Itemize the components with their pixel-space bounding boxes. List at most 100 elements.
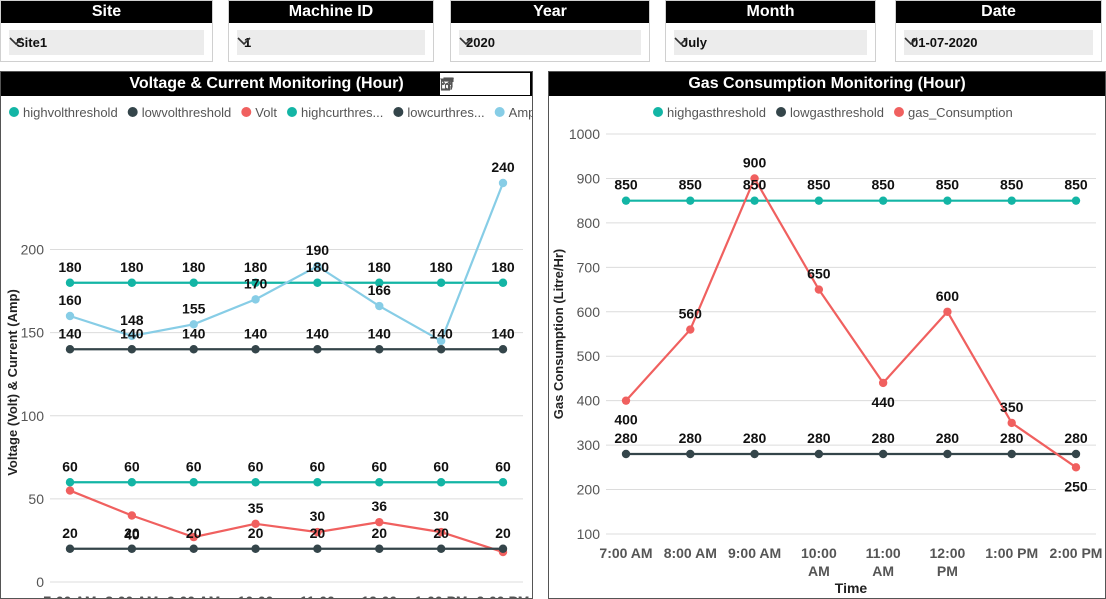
data-point [65, 478, 75, 487]
data-label: 180 [429, 259, 453, 275]
slicer-title: Year [451, 1, 649, 23]
slicer-value: 1 [244, 35, 252, 50]
slicer-site: Site Site1 [0, 0, 213, 62]
data-label: 850 [614, 177, 638, 193]
expand-icon[interactable] [440, 77, 503, 91]
data-label: 160 [58, 292, 82, 308]
y-tick-label: 500 [577, 348, 601, 364]
series-line [69, 182, 505, 343]
data-label: 140 [58, 325, 82, 341]
data-label: 240 [491, 159, 515, 175]
data-point [498, 278, 508, 287]
data-point [1071, 196, 1081, 205]
data-point [943, 196, 952, 205]
gas-consumption-chart: highgasthreshold lowgasthreshold gas_Consu… [551, 105, 1103, 596]
legend-label: gas_Consumption [908, 105, 1013, 120]
data-label: 20 [248, 525, 264, 541]
y-axis-title: Gas Consumption (Litre/Hr) [551, 249, 566, 419]
data-point [251, 295, 260, 304]
legend-label: highgasthreshold [667, 105, 766, 120]
x-tick-label: 1:00 PM [985, 545, 1038, 561]
data-label: 140 [368, 325, 392, 341]
data-label: 20 [495, 525, 511, 541]
data-label: 170 [244, 275, 268, 291]
chevron-down-icon [237, 37, 251, 46]
legend-marker [494, 107, 505, 117]
y-tick-label: 700 [577, 259, 601, 275]
date-dropdown[interactable]: 01-07-2020 [904, 30, 1093, 55]
data-point [375, 278, 384, 287]
machine-id-dropdown[interactable]: 1 [237, 30, 425, 55]
chart-title: Gas Consumption Monitoring (Hour) [549, 72, 1105, 96]
legend-marker [776, 107, 787, 117]
data-point [189, 320, 198, 329]
data-label: 900 [743, 154, 767, 170]
x-tick-label: 2:00 PM [477, 593, 530, 598]
data-label: 60 [310, 458, 326, 474]
data-point [621, 449, 631, 459]
site-dropdown[interactable]: Site1 [9, 30, 204, 55]
data-label: 140 [182, 325, 206, 341]
chevron-down-icon [904, 37, 918, 46]
data-point [251, 278, 260, 287]
data-label: 180 [244, 259, 268, 275]
data-label: 180 [58, 259, 82, 275]
more-options-icon[interactable] [441, 77, 526, 91]
y-tick-label: 100 [21, 408, 45, 424]
data-point [814, 449, 824, 459]
legend-marker [9, 107, 19, 117]
year-dropdown[interactable]: 2020 [459, 30, 641, 55]
slicer-value: 2020 [466, 35, 495, 50]
filter-icon[interactable] [440, 77, 481, 91]
data-point [127, 511, 137, 520]
gas-consumption-panel: Gas Consumption Monitoring (Hour) highga… [548, 71, 1106, 599]
data-point [65, 311, 75, 321]
data-label: 60 [124, 458, 140, 474]
slicer-value: Site1 [16, 35, 48, 50]
slicer-title: Month [666, 1, 875, 23]
data-point [878, 449, 888, 459]
slicer-value: 01-07-2020 [911, 35, 978, 50]
data-label: 400 [614, 412, 638, 428]
legend-label: highvolthreshold [23, 105, 118, 120]
data-label: 350 [1000, 399, 1024, 415]
data-label: 280 [807, 430, 831, 446]
y-tick-label: 1000 [569, 126, 600, 142]
data-point [65, 544, 75, 553]
data-label: 166 [368, 282, 392, 298]
data-label: 30 [433, 508, 449, 524]
data-point [878, 378, 888, 388]
data-point [251, 519, 260, 529]
data-label: 60 [62, 458, 78, 474]
data-point [436, 336, 446, 346]
data-label: 140 [306, 325, 330, 341]
y-tick-label: 300 [577, 437, 601, 453]
data-label: 140 [491, 325, 515, 341]
data-label: 850 [743, 177, 767, 193]
legend-label: Amp [509, 105, 532, 120]
legend-label: Volt [255, 105, 277, 120]
data-point [313, 478, 322, 487]
data-label: 148 [120, 312, 144, 328]
data-label: 560 [679, 306, 703, 322]
data-point [251, 345, 260, 354]
data-point [189, 478, 198, 487]
x-tick-label: 9:00 AM [167, 593, 220, 598]
data-label: 850 [936, 177, 960, 193]
legend-label: lowgasthreshold [790, 105, 884, 120]
data-point [621, 396, 631, 405]
data-label: 60 [433, 458, 449, 474]
data-point [1007, 418, 1016, 428]
month-dropdown[interactable]: July [674, 30, 867, 55]
data-point [750, 174, 759, 183]
x-tick-label: 2:00 PM [1050, 545, 1103, 561]
data-point [127, 478, 137, 487]
legend-label: lowvolthreshold [142, 105, 232, 120]
y-tick-label: 800 [577, 215, 601, 231]
y-axis-title: Voltage (Volt) & Current (Amp) [5, 289, 20, 476]
data-label: 180 [491, 259, 515, 275]
